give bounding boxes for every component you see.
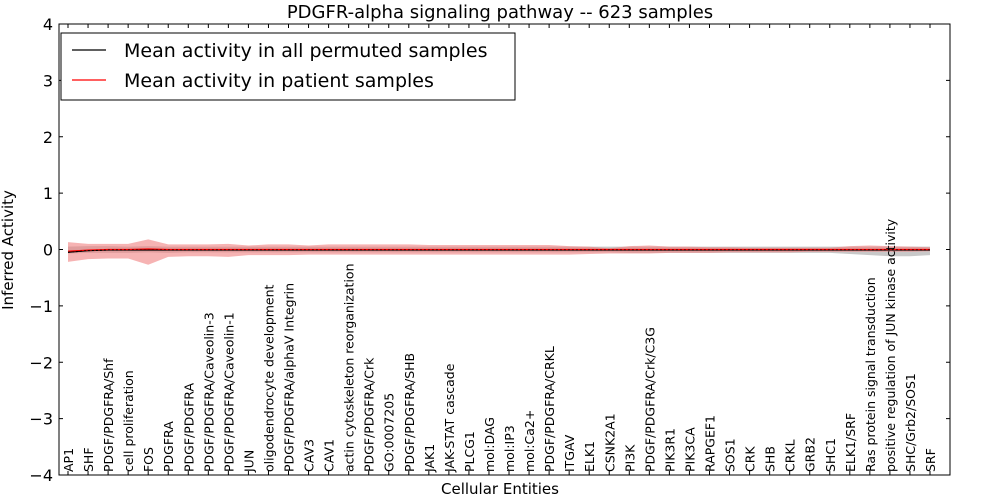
- legend-label-permuted: Mean activity in all permuted samples: [124, 40, 487, 62]
- x-tick-label: PDGF/PDGFRA/Caveolin-3: [201, 312, 216, 472]
- y-tick-label: −3: [29, 410, 53, 429]
- x-tick-label: SRF: [923, 448, 938, 472]
- x-tick-label: PIK3R1: [662, 428, 677, 472]
- x-tick-label: SHB: [763, 446, 778, 472]
- x-tick-label: CRK: [743, 446, 758, 472]
- x-tick-label: Ras protein signal transduction: [863, 277, 878, 472]
- x-tick-label: AP1: [61, 448, 76, 472]
- x-tick-label: JAK-STAT cascade: [442, 363, 457, 473]
- x-tick-label: PI3K: [622, 444, 637, 472]
- x-tick-label: PDGF/PDGFRA/Crk/C3G: [642, 327, 657, 472]
- band-patient: [68, 239, 930, 265]
- x-tick-label: SOS1: [723, 438, 738, 472]
- x-tick-label: ELK1/SRF: [843, 413, 858, 472]
- x-tick-label: SHF: [81, 447, 96, 472]
- x-tick-label: mol:Ca2+: [522, 410, 537, 472]
- legend-label-patient: Mean activity in patient samples: [124, 70, 434, 92]
- x-tick-label: ITGAV: [562, 434, 577, 472]
- y-tick-label: 1: [43, 184, 53, 203]
- y-tick-label: 3: [43, 71, 53, 90]
- x-tick-label: cell proliferation: [121, 370, 136, 472]
- series-lines: [67, 248, 930, 253]
- x-tick-label: PDGF/PDGFRA: [181, 383, 196, 472]
- x-tick-label: oligodendrocyte development: [261, 284, 276, 472]
- x-axis-label: Cellular Entities: [441, 480, 559, 498]
- x-tick-label: PDGF/PDGFRA/CRKL: [542, 346, 557, 472]
- x-tick-label: PDGF/PDGFRA/Crk: [362, 357, 377, 472]
- x-tick-label: mol:DAG: [482, 417, 497, 472]
- x-tick-label: actin cytoskeleton reorganization: [342, 263, 357, 472]
- x-tick-label: PDGF/PDGFRA/Caveolin-1: [221, 312, 236, 472]
- y-tick-label: 0: [43, 241, 53, 260]
- y-tick-label: 4: [43, 15, 53, 34]
- x-tick-label: GRB2: [803, 437, 818, 472]
- line-patient: [67, 248, 930, 252]
- x-tick-label: CRKL: [783, 439, 798, 472]
- x-tick-label: SHC/Grb2/SOS1: [903, 373, 918, 472]
- x-tick-label: GO:0007205: [382, 393, 397, 472]
- legend-box: [60, 32, 516, 101]
- x-tick-label: PDGF/PDGFRA/alphaV Integrin: [282, 283, 297, 472]
- x-tick-label: RAPGEF1: [702, 415, 717, 472]
- x-tick-label: CSNK2A1: [602, 413, 617, 472]
- legend: Mean activity in all permuted samples Me…: [60, 32, 516, 101]
- y-tick-label: −4: [29, 466, 53, 485]
- y-axis-label: Inferred Activity: [0, 190, 17, 310]
- y-tick-label: 2: [43, 128, 53, 147]
- x-tick-label: JAK1: [422, 444, 437, 473]
- x-tick-label: CAV1: [322, 439, 337, 472]
- x-tick-label: PLCG1: [462, 431, 477, 472]
- x-tick-label: SHC1: [823, 438, 838, 472]
- y-tick-label: −2: [29, 353, 53, 372]
- x-tick-label: mol:IP3: [502, 425, 517, 472]
- x-tick-label: FOS: [141, 447, 156, 472]
- y-tick-labels: −4 −3 −2 −1 0 1 2 3 4: [29, 15, 53, 485]
- x-tick-label: PDGF/PDGFRA/Shf: [101, 358, 116, 472]
- x-tick-label: positive regulation of JUN kinase activi…: [883, 218, 898, 472]
- x-tick-label: ELK1: [582, 441, 597, 472]
- x-tick-label: PDGFRA: [161, 421, 176, 472]
- chart-title: PDGFR-alpha signaling pathway -- 623 sam…: [287, 2, 713, 23]
- y-tick-label: −1: [29, 297, 53, 316]
- x-tick-labels: AP1 SHF PDGF/PDGFRA/Shf cell proliferation F…: [61, 218, 938, 473]
- x-tick-label: PDGF/PDGFRA/SHB: [402, 353, 417, 472]
- x-tick-label: CAV3: [302, 439, 317, 472]
- x-tick-label: JUN: [241, 450, 256, 473]
- plot-frame: [58, 23, 951, 476]
- confidence-bands: [68, 239, 930, 265]
- x-tick-label: PIK3CA: [682, 427, 697, 472]
